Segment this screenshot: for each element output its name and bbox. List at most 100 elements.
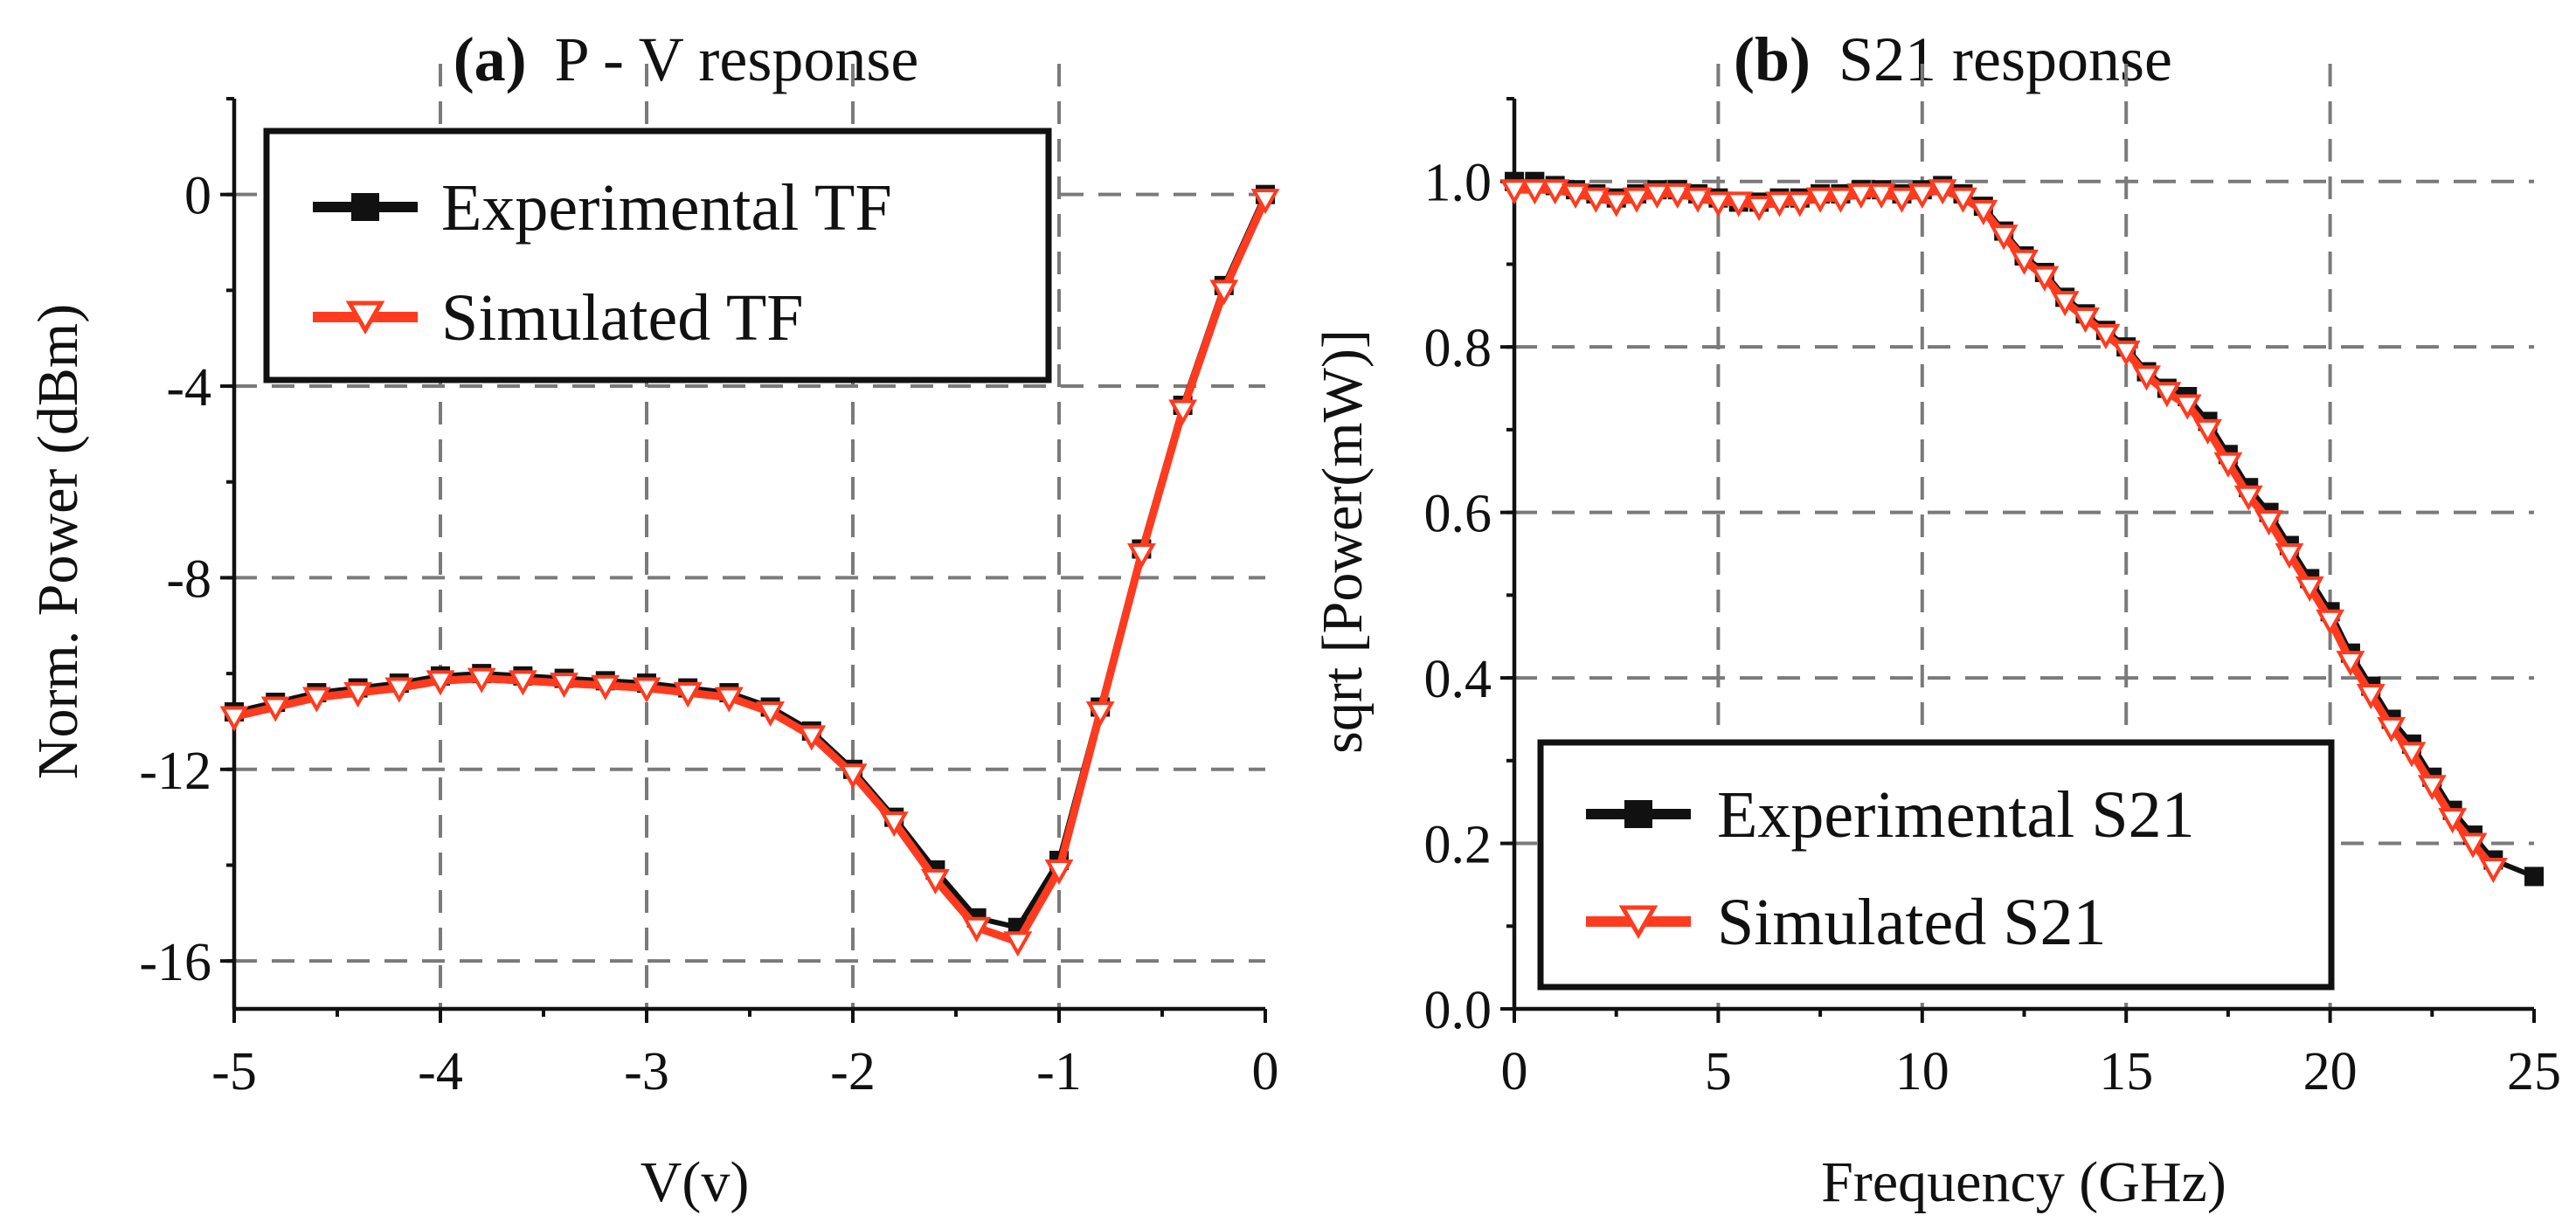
data-point-triangle: [1928, 179, 1957, 205]
data-point-triangle: [219, 706, 249, 732]
data-point-triangle: [2377, 716, 2406, 742]
data-point-triangle: [962, 916, 992, 942]
y-tick-label: 0.6: [1424, 485, 1492, 544]
data-point-triangle: [1209, 280, 1239, 306]
legend-item-simulated-tf: Simulated TF: [313, 281, 804, 355]
legend-item-experimental-tf: Experimental TF: [313, 171, 892, 245]
panel-a-title: (a) P - V response: [454, 24, 919, 94]
data-point-triangle: [1499, 179, 1529, 205]
x-tick-label: 15: [2099, 1042, 2153, 1101]
data-point-triangle: [2030, 266, 2060, 292]
y-tick-label: -12: [139, 742, 211, 801]
panel-b-legend: Experimental S21 Simulated S21: [1537, 739, 2335, 991]
y-tick-label: -4: [166, 358, 211, 418]
data-point-triangle: [797, 725, 827, 751]
data-point-triangle: [2316, 609, 2345, 635]
data-point-triangle: [2458, 832, 2488, 859]
data-point-triangle: [1744, 196, 1774, 222]
panel-a-ticks: -5 -4 -3 -2 -1 0 0 -4 -8 -12 -16: [139, 97, 1279, 1101]
data-point-triangle: [591, 674, 620, 701]
data-point-triangle: [714, 687, 744, 713]
panel-a-title-prefix: (a): [454, 24, 527, 94]
x-tick-label: 25: [2507, 1042, 2561, 1101]
data-point-triangle: [2071, 307, 2100, 334]
x-tick-label: -4: [418, 1042, 463, 1101]
data-point-triangle: [2193, 418, 2222, 445]
data-point-triangle: [2397, 742, 2427, 768]
data-point-triangle: [1826, 187, 1855, 213]
panel-b-title: (b) S21 response: [1734, 24, 2172, 94]
panel-b-legend-box: [1537, 739, 2335, 991]
y-tick-label: 0.8: [1424, 319, 1492, 378]
panel-b-ticks: 0 5 10 15 20 25 0.0 0.2 0.4 0.6 0.8 1.0: [1424, 97, 2561, 1101]
data-point-triangle: [2233, 485, 2263, 511]
data-point-triangle: [1581, 187, 1610, 213]
data-point-triangle: [1003, 931, 1033, 957]
panel-b-title-text: S21 response: [1839, 24, 2172, 94]
data-point-triangle: [2213, 452, 2243, 478]
data-point-triangle: [2438, 808, 2468, 834]
data-point-triangle: [1805, 187, 1835, 213]
data-point-triangle: [1764, 191, 1794, 217]
panel-a-legend-box: [263, 128, 1052, 383]
x-tick-label: -5: [211, 1042, 257, 1101]
legend-label-experimental-tf: Experimental TF: [441, 171, 892, 245]
panel-a-legend: Experimental TF Simulated TF: [263, 128, 1052, 383]
panel-b-title-prefix: (b): [1734, 24, 1811, 94]
data-point-triangle: [2132, 365, 2161, 391]
data-point-triangle: [2254, 510, 2284, 536]
legend-item-experimental-s21: Experimental S21: [1586, 778, 2195, 852]
data-point-triangle: [1520, 179, 1549, 205]
data-point-triangle: [1703, 191, 1733, 217]
data-point-triangle: [1044, 859, 1074, 886]
data-point-triangle: [343, 682, 373, 708]
data-point-triangle: [2336, 651, 2365, 677]
data-point-triangle: [384, 677, 414, 703]
panel-b-y-axis-label: sqrt [Power(mW)]: [1311, 329, 1375, 754]
x-tick-label: 20: [2303, 1042, 2358, 1101]
y-tick-label: 0.2: [1424, 816, 1492, 875]
y-tick-label: 0: [184, 167, 211, 226]
data-point-triangle: [1846, 183, 1876, 210]
data-point-triangle: [1602, 191, 1631, 217]
panel-a-series: [219, 184, 1280, 957]
data-point-triangle: [1085, 701, 1115, 728]
legend-item-simulated-s21: Simulated S21: [1586, 886, 2106, 959]
panel-b-x-axis-label: Frequency (GHz): [1821, 1150, 2226, 1214]
y-tick-label: -16: [139, 933, 211, 992]
data-point-triangle: [1663, 183, 1693, 210]
data-point-triangle: [508, 670, 537, 696]
data-point-triangle: [1683, 187, 1713, 213]
data-point-square: [2524, 867, 2544, 887]
data-point-triangle: [2172, 394, 2202, 420]
data-point-triangle: [1642, 183, 1672, 210]
panel-a-y-axis-label: Norm. Power (dBm): [26, 304, 90, 779]
data-point-triangle: [1561, 183, 1590, 210]
data-point-triangle: [1866, 183, 1896, 210]
data-point-triangle: [2356, 684, 2386, 710]
data-point-triangle: [2091, 323, 2121, 350]
data-point-triangle: [1989, 224, 2019, 251]
data-point-triangle: [756, 701, 786, 728]
data-point-triangle: [1887, 187, 1916, 213]
y-tick-label: 0.0: [1424, 981, 1492, 1040]
x-tick-label: -3: [624, 1042, 669, 1101]
data-point-triangle: [632, 677, 661, 703]
legend-marker-square: [1624, 800, 1652, 828]
data-point-triangle: [1622, 187, 1652, 213]
x-tick-label: 5: [1705, 1042, 1732, 1101]
legend-marker-square: [351, 193, 379, 221]
panel-b-s21-response: (b) S21 response 0 5 10 15 20 250.00.20.40.60…: [1311, 24, 2561, 1214]
data-point-triangle: [1126, 543, 1156, 570]
legend-label-experimental-s21: Experimental S21: [1717, 778, 2195, 852]
data-point-triangle: [673, 682, 703, 708]
data-point-triangle: [1785, 191, 1815, 217]
x-tick-label: 0: [1252, 1042, 1279, 1101]
data-point-triangle: [838, 763, 868, 790]
data-point-triangle: [1250, 189, 1280, 215]
y-tick-label: -8: [166, 549, 211, 609]
panel-a-x-axis-label: V(v): [641, 1150, 750, 1214]
data-point-triangle: [2295, 576, 2324, 602]
data-point-triangle: [1908, 183, 1937, 210]
